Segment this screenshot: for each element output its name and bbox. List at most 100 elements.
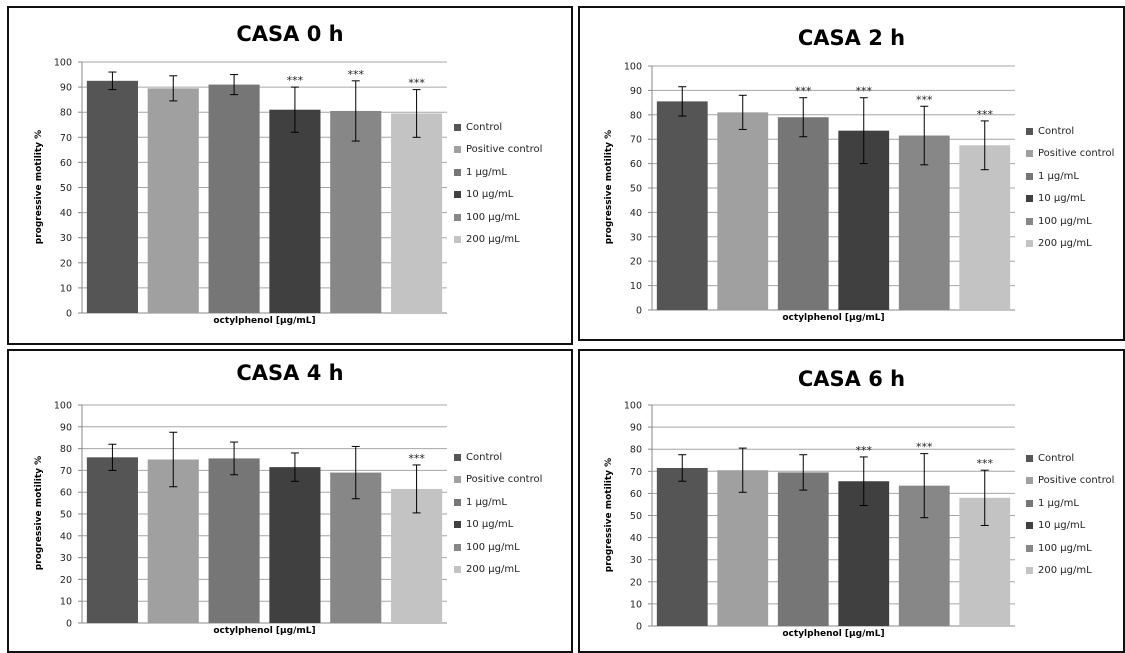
y-tick-label: 100 xyxy=(624,62,642,73)
y-tick-label: 70 xyxy=(630,135,642,146)
legend-swatch xyxy=(1026,567,1033,575)
y-tick-label: 70 xyxy=(60,133,72,144)
bar xyxy=(269,467,321,623)
y-tick-label: 20 xyxy=(60,575,72,586)
y-tick-label: 20 xyxy=(630,577,642,588)
y-axis-label: progressive motility % xyxy=(34,455,44,571)
y-tick-label: 80 xyxy=(60,108,72,119)
legend-swatch xyxy=(1026,150,1033,158)
y-tick-label: 0 xyxy=(636,622,642,633)
legend-item: Positive control xyxy=(454,139,542,162)
legend-item: 10 µg/mL xyxy=(1026,515,1114,538)
bar xyxy=(86,80,138,313)
legend-swatch xyxy=(454,498,461,506)
legend-item: 100 µg/mL xyxy=(1026,210,1114,233)
legend-item: Positive control xyxy=(1026,143,1114,166)
legend-label: 100 µg/mL xyxy=(466,541,520,553)
legend-label: Positive control xyxy=(466,144,543,156)
y-tick-label: 0 xyxy=(66,309,72,320)
bar xyxy=(269,109,321,313)
legend-label: 100 µg/mL xyxy=(466,211,520,223)
chart-plot: 0 10 20 30 40 50 60 70 80 90 100 *** *** *** *** xyxy=(624,62,1015,317)
chart-panel: CASA 4 h 0 10 20 30 40 50 60 70 80 90 100 *** octylph… xyxy=(7,349,573,653)
legend-label: 200 µg/mL xyxy=(1038,238,1092,250)
y-tick-label: 10 xyxy=(630,281,642,292)
legend-item: 200 µg/mL xyxy=(454,229,542,252)
chart-title: CASA 0 h xyxy=(236,22,344,46)
legend-label: 200 µg/mL xyxy=(1038,565,1092,577)
y-tick-label: 0 xyxy=(636,306,642,317)
y-tick-label: 70 xyxy=(630,467,642,478)
legend-label: Positive control xyxy=(1038,148,1115,160)
legend-item: 1 µg/mL xyxy=(454,161,542,184)
chart-title: CASA 6 h xyxy=(797,367,906,391)
y-tick-label: 50 xyxy=(60,183,72,194)
legend-swatch xyxy=(1026,240,1033,248)
legend-item: 1 µg/mL xyxy=(1026,492,1114,515)
legend-label: 200 µg/mL xyxy=(466,564,520,576)
legend-label: 100 µg/mL xyxy=(1038,542,1092,554)
legend-item: 100 µg/mL xyxy=(1026,537,1114,560)
bar xyxy=(86,457,138,623)
legend-label: Positive control xyxy=(1038,475,1115,487)
significance-label: *** xyxy=(408,77,425,90)
significance-label: *** xyxy=(408,452,425,465)
legend-swatch xyxy=(1026,195,1033,203)
legend-swatch xyxy=(1026,477,1033,485)
legend-item: Positive control xyxy=(454,469,542,492)
legend-swatch xyxy=(1026,127,1033,135)
chart-plot: 0 10 20 30 40 50 60 70 80 90 100 *** xyxy=(54,401,447,630)
legend-label: 100 µg/mL xyxy=(1038,215,1092,227)
chart-title: CASA 2 h xyxy=(797,26,906,50)
bar xyxy=(656,467,708,626)
legend-swatch xyxy=(454,191,461,199)
chart-panel: CASA 6 h 0 10 20 30 40 50 60 70 80 90 100 *** *** *** o… xyxy=(578,349,1125,653)
bar xyxy=(656,101,708,310)
significance-label: *** xyxy=(856,444,873,457)
legend-swatch xyxy=(1026,172,1033,180)
legend-swatch xyxy=(454,123,461,131)
y-tick-label: 100 xyxy=(624,401,642,412)
y-axis-label: progressive motility % xyxy=(604,457,614,572)
y-tick-label: 40 xyxy=(60,531,72,542)
legend-swatch xyxy=(1026,522,1033,530)
legend-swatch xyxy=(454,566,461,574)
y-tick-label: 80 xyxy=(60,444,72,455)
y-tick-label: 60 xyxy=(60,158,72,169)
legend-swatch xyxy=(454,213,461,221)
legend-swatch xyxy=(1026,217,1033,225)
y-tick-label: 40 xyxy=(60,208,72,219)
legend-item: 10 µg/mL xyxy=(1026,188,1114,211)
y-tick-label: 100 xyxy=(54,401,72,412)
x-axis-label: octylphenol [µg/mL] xyxy=(782,629,885,639)
x-axis-label: octylphenol [µg/mL] xyxy=(213,626,316,636)
chart-plot: 0 10 20 30 40 50 60 70 80 90 100 *** *** *** xyxy=(624,401,1015,633)
y-tick-label: 10 xyxy=(60,597,72,608)
y-tick-label: 20 xyxy=(630,257,642,268)
legend-item: Positive control xyxy=(1026,470,1114,493)
legend-label: 10 µg/mL xyxy=(466,519,514,531)
legend-label: 200 µg/mL xyxy=(466,234,520,246)
bar xyxy=(717,470,769,626)
chart-panel: CASA 0 h 0 10 20 30 40 50 60 70 80 90 100 *** *** *** o… xyxy=(7,6,573,345)
y-axis-label: progressive motility % xyxy=(34,129,44,244)
legend-swatch xyxy=(454,236,461,244)
bar xyxy=(777,472,829,626)
legend-item: 1 µg/mL xyxy=(454,491,542,514)
y-tick-label: 90 xyxy=(630,86,642,97)
x-axis-label: octylphenol [µg/mL] xyxy=(213,316,316,326)
legend: Control Positive control 1 µg/mL 10 µg/mL 10… xyxy=(454,116,542,251)
y-tick-label: 40 xyxy=(630,208,642,219)
legend-label: 1 µg/mL xyxy=(466,166,507,178)
legend: Control Positive control 1 µg/mL 10 µg/mL 10… xyxy=(1026,120,1114,255)
y-tick-label: 50 xyxy=(630,184,642,195)
bar xyxy=(208,84,260,313)
y-tick-label: 20 xyxy=(60,258,72,269)
y-tick-label: 70 xyxy=(60,466,72,477)
legend-item: Control xyxy=(454,116,542,139)
bar xyxy=(208,458,260,623)
significance-label: *** xyxy=(977,108,994,121)
y-tick-label: 30 xyxy=(630,232,642,243)
y-tick-label: 10 xyxy=(60,283,72,294)
y-axis-label: progressive motility % xyxy=(604,129,614,245)
